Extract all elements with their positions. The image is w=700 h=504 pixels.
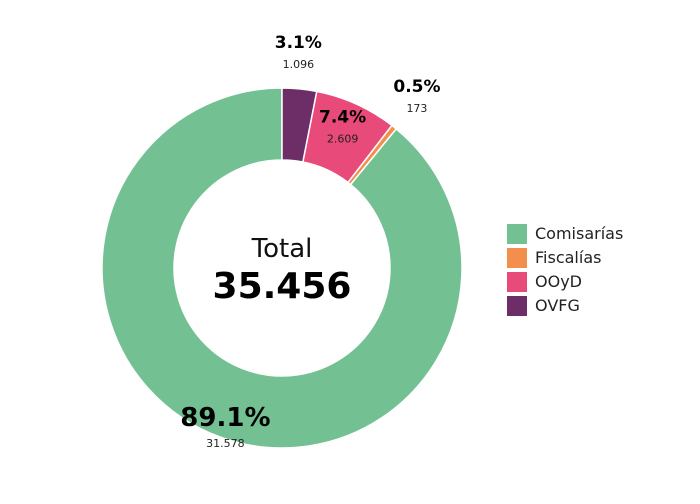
legend-item-ovfg[interactable]: OVFG — [507, 294, 687, 318]
donut-slice-ovfg[interactable] — [281, 87, 318, 163]
chart-legend: Comisarías Fiscalías OOyD OVFG — [507, 222, 687, 318]
value-label-fiscalias: 173 — [406, 102, 427, 115]
value-label-comisarias: 31.578 — [206, 437, 245, 450]
percent-label-comisarias: 89.1% — [180, 403, 270, 433]
center-total-label: Total — [251, 234, 313, 264]
legend-label-comisarias: Comisarías — [535, 224, 624, 243]
value-label-ovfg: 1.096 — [283, 58, 315, 71]
legend-item-ooyd[interactable]: OOyD — [507, 270, 687, 294]
percent-label-ooyd: 7.4% — [319, 108, 366, 128]
legend-swatch-fiscalias — [507, 248, 527, 268]
legend-swatch-comisarias — [507, 224, 527, 244]
legend-label-ovfg: OVFG — [535, 296, 580, 315]
center-total-value: 35.456 — [213, 266, 352, 307]
donut-slice-comisarias[interactable] — [101, 87, 463, 449]
legend-item-fiscalias[interactable]: Fiscalías — [507, 246, 687, 270]
legend-item-comisarias[interactable]: Comisarías — [507, 222, 687, 246]
legend-label-ooyd: OOyD — [535, 272, 582, 291]
legend-label-fiscalias: Fiscalías — [535, 248, 602, 267]
legend-swatch-ooyd — [507, 272, 527, 292]
percent-label-fiscalias: 0.5% — [393, 77, 440, 97]
legend-swatch-ovfg — [507, 296, 527, 316]
value-label-ooyd: 2.609 — [327, 133, 359, 146]
percent-label-ovfg: 3.1% — [275, 33, 322, 53]
slice-labels: 89.1% 31.578 0.5% 173 7.4% 2.609 3.1% 1.096 — [180, 33, 440, 450]
donut-slices — [101, 87, 463, 449]
